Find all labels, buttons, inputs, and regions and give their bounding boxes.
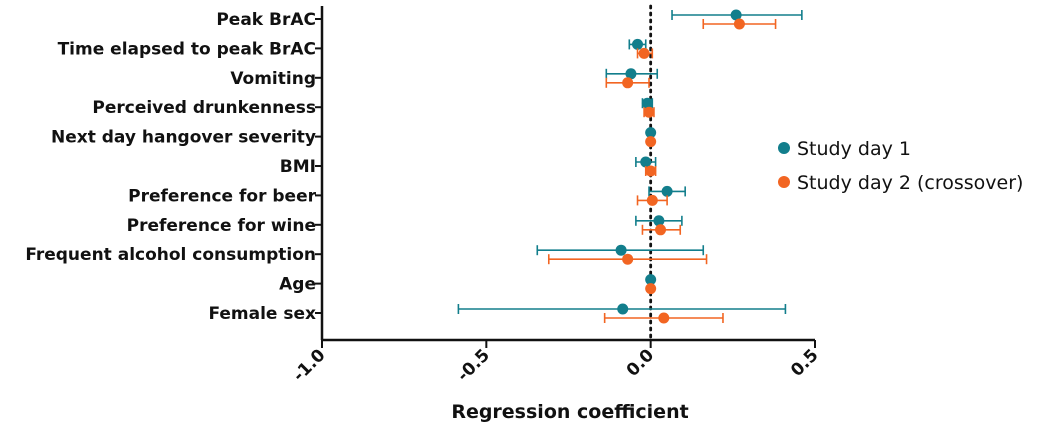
data-point bbox=[617, 303, 629, 315]
category-label: Preference for wine bbox=[127, 216, 316, 236]
legend-marker bbox=[778, 176, 790, 188]
category-label: Peak BrAC bbox=[216, 10, 316, 30]
data-point bbox=[646, 194, 658, 206]
data-point bbox=[730, 9, 742, 21]
series-2 bbox=[547, 18, 777, 324]
data-point bbox=[661, 185, 673, 197]
category-label: Age bbox=[279, 275, 316, 295]
category-label: Female sex bbox=[208, 304, 316, 324]
category-label: Perceived drunkenness bbox=[92, 98, 316, 118]
x-tick-label: -1.0 bbox=[289, 345, 330, 386]
data-point bbox=[638, 47, 650, 59]
data-point bbox=[645, 283, 657, 295]
data-point bbox=[622, 253, 634, 265]
category-label: Frequent alcohol consumption bbox=[25, 245, 316, 265]
data-point bbox=[622, 77, 634, 89]
x-tick-label: 0.0 bbox=[623, 345, 659, 381]
data-point bbox=[645, 136, 657, 148]
data-point bbox=[645, 127, 657, 139]
category-label: Vomiting bbox=[230, 69, 316, 89]
data-point bbox=[640, 156, 652, 168]
data-point bbox=[653, 215, 665, 227]
data-point bbox=[643, 106, 655, 118]
data-point bbox=[655, 224, 667, 236]
category-label: BMI bbox=[280, 157, 316, 177]
legend-label: Study day 1 bbox=[797, 138, 911, 160]
series-1 bbox=[457, 9, 803, 315]
data-point bbox=[625, 68, 637, 80]
data-point bbox=[645, 165, 657, 177]
category-label: Next day hangover severity bbox=[51, 128, 316, 148]
legend-marker bbox=[778, 142, 790, 154]
x-tick-label: 0.5 bbox=[787, 345, 822, 380]
data-point bbox=[641, 97, 653, 109]
data-point bbox=[645, 274, 657, 286]
category-label: Preference for beer bbox=[128, 186, 316, 206]
data-point bbox=[615, 244, 627, 256]
data-point bbox=[658, 312, 670, 324]
legend: Study day 1 Study day 2 (crossover) bbox=[778, 138, 1023, 194]
data-point bbox=[733, 18, 745, 30]
x-axis-title: Regression coefficient bbox=[451, 401, 688, 423]
category-label: Time elapsed to peak BrAC bbox=[58, 39, 316, 59]
plot-area: Peak BrAC Time elapsed to peak BrAC Vomiti… bbox=[25, 4, 823, 386]
x-tick-label: -0.5 bbox=[453, 345, 493, 385]
legend-label: Study day 2 (crossover) bbox=[797, 172, 1023, 194]
data-point bbox=[632, 38, 644, 50]
